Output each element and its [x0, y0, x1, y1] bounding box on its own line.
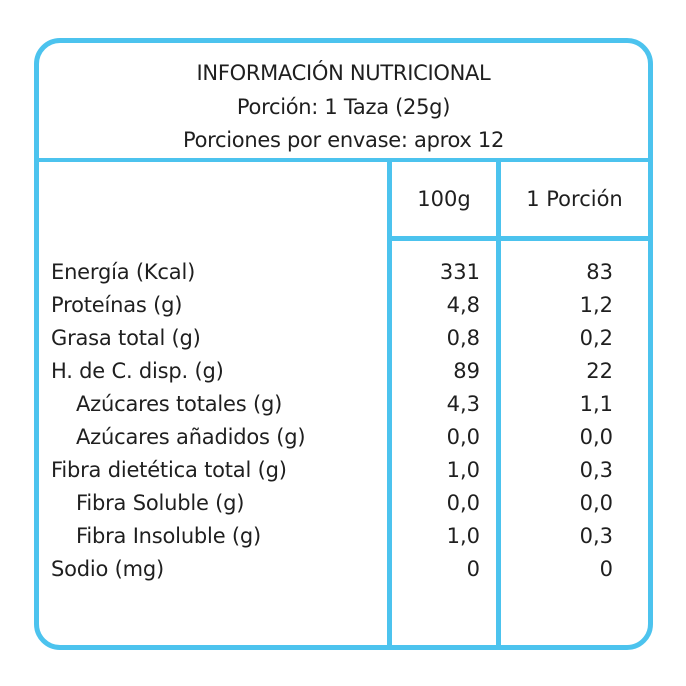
nutrient-row-sodium: Sodio (mg) 0 0: [39, 554, 648, 587]
value-per-100g: 4,3: [446, 392, 480, 416]
value-per-100g: 1,0: [446, 524, 480, 548]
nutrient-name: H. de C. disp. (g): [51, 359, 224, 383]
nutrient-name: Fibra Insoluble (g): [76, 524, 262, 548]
value-per-serving: 83: [586, 260, 613, 284]
nutrient-name: Sodio (mg): [51, 557, 165, 581]
value-per-serving: 22: [586, 359, 613, 383]
value-per-serving: 0,3: [579, 458, 613, 482]
column-header-rule: [387, 236, 648, 241]
label-header: INFORMACIÓN NUTRICIONAL Porción: 1 Taza …: [39, 43, 648, 162]
nutrient-table: Energía (Kcal) 331 83 Proteínas (g) 4,8 …: [39, 257, 648, 587]
value-per-100g: 1,0: [446, 458, 480, 482]
nutrient-name: Azúcares añadidos (g): [76, 425, 306, 449]
nutrient-name: Energía (Kcal): [51, 260, 196, 284]
nutrient-row-carbohydrates: H. de C. disp. (g) 89 22: [39, 356, 648, 389]
column-divider-100g: [387, 162, 392, 645]
nutrient-row-total-sugars: Azúcares totales (g) 4,3 1,1: [39, 389, 648, 422]
label-title: INFORMACIÓN NUTRICIONAL: [196, 61, 491, 85]
nutrient-name: Fibra Soluble (g): [76, 491, 245, 515]
nutrient-row-dietary-fiber: Fibra dietética total (g) 1,0 0,3: [39, 455, 648, 488]
value-per-serving: 1,2: [579, 293, 613, 317]
nutrient-row-insoluble-fiber: Fibra Insoluble (g) 1,0 0,3: [39, 521, 648, 554]
nutrition-facts-label: INFORMACIÓN NUTRICIONAL Porción: 1 Taza …: [34, 38, 653, 650]
value-per-serving: 0,3: [579, 524, 613, 548]
nutrient-name: Fibra dietética total (g): [51, 458, 287, 482]
value-per-100g: 89: [453, 359, 480, 383]
nutrient-row-protein: Proteínas (g) 4,8 1,2: [39, 290, 648, 323]
value-per-serving: 0,0: [579, 491, 613, 515]
nutrient-name: Grasa total (g): [51, 326, 201, 350]
value-per-100g: 0,0: [446, 491, 480, 515]
value-per-100g: 331: [439, 260, 480, 284]
value-per-serving: 0,0: [579, 425, 613, 449]
nutrient-row-soluble-fiber: Fibra Soluble (g) 0,0 0,0: [39, 488, 648, 521]
value-per-100g: 4,8: [446, 293, 480, 317]
nutrient-row-energy: Energía (Kcal) 331 83: [39, 257, 648, 290]
servings-per-container: Porciones por envase: aprox 12: [182, 128, 505, 152]
value-per-serving: 1,1: [579, 392, 613, 416]
value-per-serving: 0,2: [579, 326, 613, 350]
value-per-100g: 0,0: [446, 425, 480, 449]
nutrient-name: Azúcares totales (g): [76, 392, 283, 416]
column-header-serving: 1 Porción: [526, 187, 623, 211]
value-per-100g: 0,8: [446, 326, 480, 350]
nutrient-row-added-sugars: Azúcares añadidos (g) 0,0 0,0: [39, 422, 648, 455]
nutrient-row-total-fat: Grasa total (g) 0,8 0,2: [39, 323, 648, 356]
value-per-100g: 0: [466, 557, 480, 581]
column-header-100g: 100g: [417, 187, 471, 211]
serving-size: Porción: 1 Taza (25g): [236, 95, 451, 119]
value-per-serving: 0: [599, 557, 613, 581]
column-divider-serving: [496, 162, 501, 645]
nutrient-name: Proteínas (g): [51, 293, 183, 317]
